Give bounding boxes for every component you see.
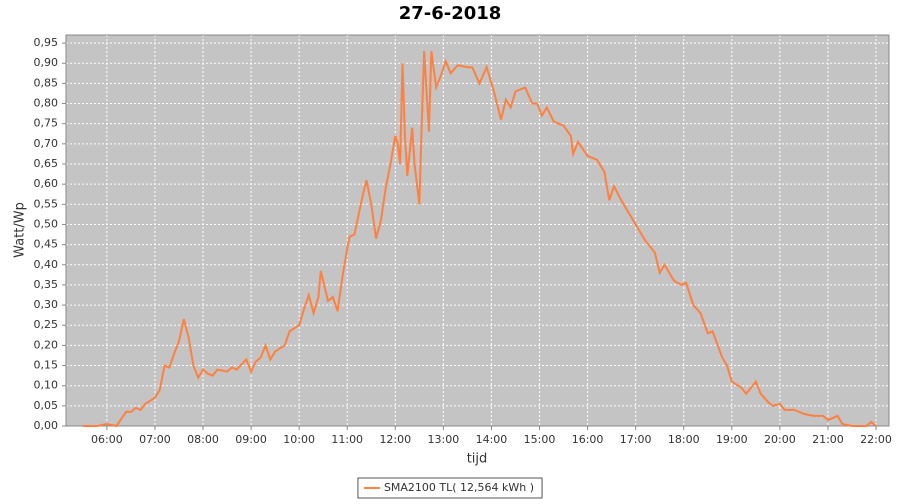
- x-tick-label: 15:00: [524, 433, 556, 446]
- x-tick-label: 08:00: [187, 433, 219, 446]
- plot-area: [66, 35, 889, 426]
- y-tick-label: 0,90: [34, 56, 59, 69]
- y-tick-label: 0,80: [34, 97, 59, 110]
- x-tick-label: 09:00: [235, 433, 267, 446]
- y-tick-label: 0,35: [34, 278, 59, 291]
- y-tick-label: 0,30: [34, 298, 59, 311]
- x-axis-label: tijd: [467, 452, 488, 467]
- y-tick-label: 0,95: [34, 36, 59, 49]
- plot-border: [65, 34, 890, 427]
- legend: SMA2100 TL( 12,564 kWh ): [357, 477, 543, 499]
- x-tick-label: 07:00: [139, 433, 171, 446]
- chart-title: 27-6-2018: [399, 3, 502, 24]
- y-tick-label: 0,20: [34, 338, 59, 351]
- y-tick-label: 0,00: [34, 419, 59, 432]
- y-tick-label: 0,65: [34, 157, 59, 170]
- x-tick-label: 21:00: [812, 433, 844, 446]
- x-tick-label: 12:00: [379, 433, 411, 446]
- y-tick-label: 0,50: [34, 217, 59, 230]
- series-line: [82, 50, 877, 428]
- y-tick-label: 0,45: [34, 238, 59, 251]
- x-tick-label: 11:00: [331, 433, 363, 446]
- y-axis-label: Watt/Wp: [13, 202, 28, 258]
- x-tick-label: 22:00: [860, 433, 892, 446]
- legend-box: [357, 477, 543, 499]
- x-tick-label: 10:00: [283, 433, 315, 446]
- y-tick-label: 0,60: [34, 177, 59, 190]
- y-tick-label: 0,05: [34, 399, 59, 412]
- y-tick-label: 0,55: [34, 197, 59, 210]
- y-tick-label: 0,75: [34, 117, 59, 130]
- x-tick-label: 17:00: [620, 433, 652, 446]
- y-tick-label: 0,15: [34, 359, 59, 372]
- x-tick-label: 16:00: [572, 433, 604, 446]
- legend-label: SMA2100 TL( 12,564 kWh ): [384, 481, 534, 494]
- y-tick-label: 0,70: [34, 137, 59, 150]
- y-tick-label: 0,10: [34, 379, 59, 392]
- y-tick-label: 0,85: [34, 76, 59, 89]
- x-tick-label: 14:00: [476, 433, 508, 446]
- x-tick-label: 18:00: [668, 433, 700, 446]
- x-tick-label: 13:00: [428, 433, 460, 446]
- y-tick-label: 0,25: [34, 318, 59, 331]
- x-tick-label: 20:00: [764, 433, 796, 446]
- x-tick-label: 19:00: [716, 433, 748, 446]
- x-tick-label: 06:00: [91, 433, 123, 446]
- y-tick-label: 0,40: [34, 258, 59, 271]
